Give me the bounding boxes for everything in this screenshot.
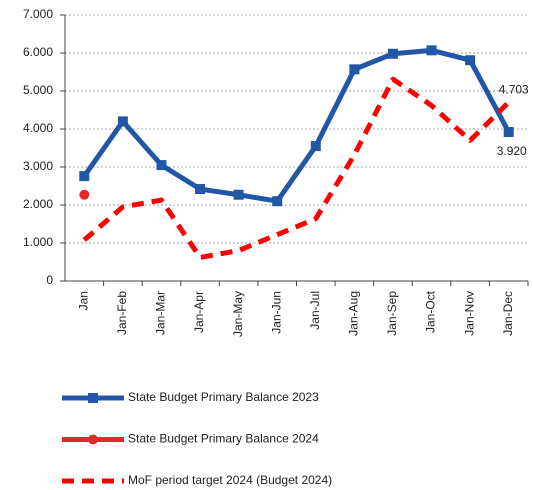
marker: [272, 196, 283, 207]
y-tick-label: 4.000: [23, 121, 53, 135]
marker: [426, 45, 437, 56]
marker: [465, 55, 476, 66]
x-tick-label: Jan-Nov: [462, 291, 476, 336]
x-tick-label: Jan-Jun: [269, 291, 283, 334]
legend-label: State Budget Primary Balance 2023: [128, 390, 319, 404]
y-tick-label: 5.000: [23, 83, 53, 97]
marker: [117, 116, 128, 127]
legend-label: MoF period target 2024 (Budget 2024): [128, 473, 332, 487]
marker: [195, 184, 206, 195]
series-line: [82, 76, 511, 260]
x-tick-label: Jan-Oct: [424, 290, 438, 333]
legend-marker: [88, 434, 98, 445]
y-tick-label: 1.000: [23, 235, 53, 249]
x-tick-label: Jan-Sep: [385, 291, 399, 336]
x-tick-label: Jan: [76, 291, 90, 310]
y-tick-label: 0: [46, 273, 53, 287]
marker: [233, 189, 244, 200]
y-tick-label: 6.000: [23, 45, 53, 59]
x-tick-label: Jan-Mar: [154, 291, 168, 335]
y-tick-label: 7.000: [23, 7, 53, 21]
x-tick-label: Jan-Jul: [308, 291, 322, 330]
x-tick-label: Jan-Feb: [115, 291, 129, 335]
marker: [387, 48, 398, 59]
marker: [349, 64, 360, 75]
value-label: 3.920: [497, 144, 527, 158]
value-label: 4.703: [499, 82, 529, 96]
x-tick-label: Jan-Aug: [347, 291, 361, 336]
x-tick-label: Jan-Apr: [192, 291, 206, 333]
legend-label: State Budget Primary Balance 2024: [128, 432, 319, 446]
marker: [79, 171, 90, 182]
x-tick-label: Jan-May: [231, 291, 245, 337]
y-tick-label: 2.000: [23, 197, 53, 211]
y-tick-label: 3.000: [23, 159, 53, 173]
legend-marker: [88, 393, 98, 403]
x-tick-label: Jan-Dec: [501, 291, 515, 336]
marker: [310, 141, 321, 152]
series-line: [82, 47, 511, 204]
marker: [156, 160, 167, 171]
marker: [503, 127, 514, 138]
marker: [79, 189, 90, 200]
